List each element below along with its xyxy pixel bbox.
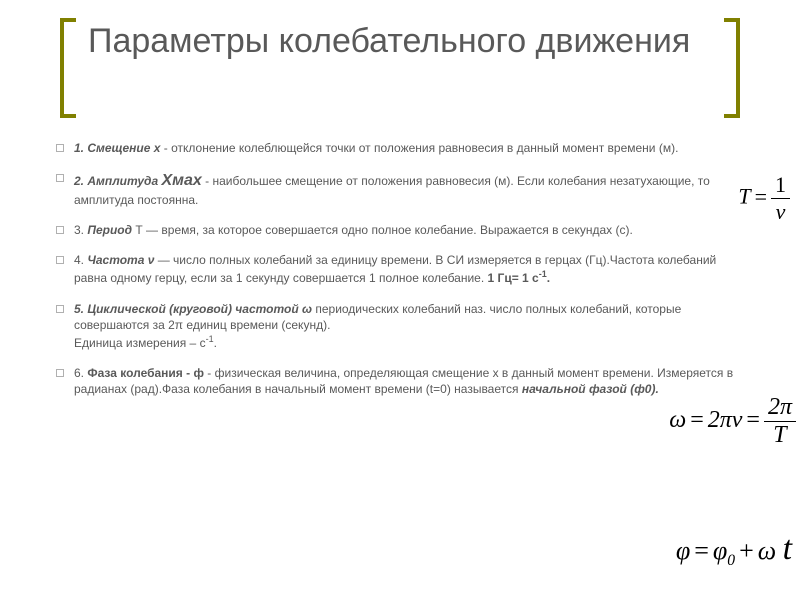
f1-lhs: T [738, 184, 750, 209]
title-block: Параметры колебательного движения [60, 18, 740, 118]
item-sup: -1 [206, 334, 214, 344]
plus-icon: + [735, 536, 758, 565]
item-text: Т — время, за которое совершается одно п… [132, 223, 633, 237]
item-lead: 2. Амплитуда [74, 174, 161, 188]
f2-lhs: ω [669, 407, 686, 433]
f2-mid: 2πν [708, 407, 743, 433]
f3-omega: ω [758, 536, 776, 565]
list-item: 2. Амплитуда Хмах - наибольшее смещение … [56, 170, 740, 208]
list-item: 3. Период Т — время, за которое совершае… [56, 222, 740, 238]
bullet-icon [56, 256, 64, 264]
item-line2: Единица измерения – с [74, 336, 206, 350]
item-lead: Частота ν [87, 253, 154, 267]
item-prefix: 4. [74, 253, 87, 267]
bullet-icon [56, 226, 64, 234]
item-prefix: 3. [74, 223, 87, 237]
bullet-list: 1. Смещение х - отклонение колеблющейся … [56, 140, 740, 411]
f3-t: t [783, 530, 792, 567]
formula-phase: φ=φ0+ω t [676, 530, 792, 570]
item-lead: начальной фазой (ф0). [522, 382, 659, 396]
page-title: Параметры колебательного движения [88, 20, 712, 63]
equals-icon: = [742, 407, 764, 433]
item-lead: 1. Смещение х [74, 141, 160, 155]
item-tail: . [214, 336, 217, 350]
bullet-icon [56, 305, 64, 313]
item-prefix: 6. [74, 366, 87, 380]
formula-period: T=1ν [738, 172, 790, 225]
bullet-icon [56, 369, 64, 377]
equals-icon: = [686, 407, 708, 433]
list-item: 5. Циклической (круговой) частотой ω пер… [56, 301, 740, 352]
list-item: 4. Частота ν — число полных колебаний за… [56, 252, 740, 286]
f1-num: 1 [771, 172, 790, 199]
equals-icon: = [751, 184, 771, 209]
fraction-icon: 1ν [771, 172, 790, 225]
f3-phi0: φ [713, 536, 727, 565]
f2-num: 2π [764, 394, 796, 422]
bracket-right-icon [724, 18, 740, 118]
item-text: — число полных колебаний за единицу врем… [74, 253, 716, 285]
list-item: 6. Фаза колебания - ф - физическая велич… [56, 365, 740, 397]
fraction-icon: 2πT [764, 394, 796, 449]
item-text: - отклонение колеблющейся точки от полож… [160, 141, 678, 155]
item-symbol: Хмах [161, 172, 201, 189]
bullet-icon [56, 174, 64, 182]
f3-lhs: φ [676, 536, 690, 565]
formula-omega: ω=2πν=2πT [669, 394, 796, 449]
bracket-left-icon [60, 18, 76, 118]
item-bold: 1 Гц= 1 с [488, 271, 539, 285]
equals-icon: = [690, 536, 713, 565]
f3-sub: 0 [727, 552, 735, 569]
item-tail: . [547, 271, 550, 285]
item-bold: Фаза колебания - ф [87, 366, 204, 380]
item-lead: Период [87, 223, 132, 237]
f1-den: ν [771, 199, 790, 225]
list-item: 1. Смещение х - отклонение колеблющейся … [56, 140, 740, 156]
item-sup: -1 [539, 269, 547, 279]
item-lead: 5. Циклической (круговой) частотой ω [74, 302, 312, 316]
bullet-icon [56, 144, 64, 152]
f2-den: T [764, 422, 796, 449]
